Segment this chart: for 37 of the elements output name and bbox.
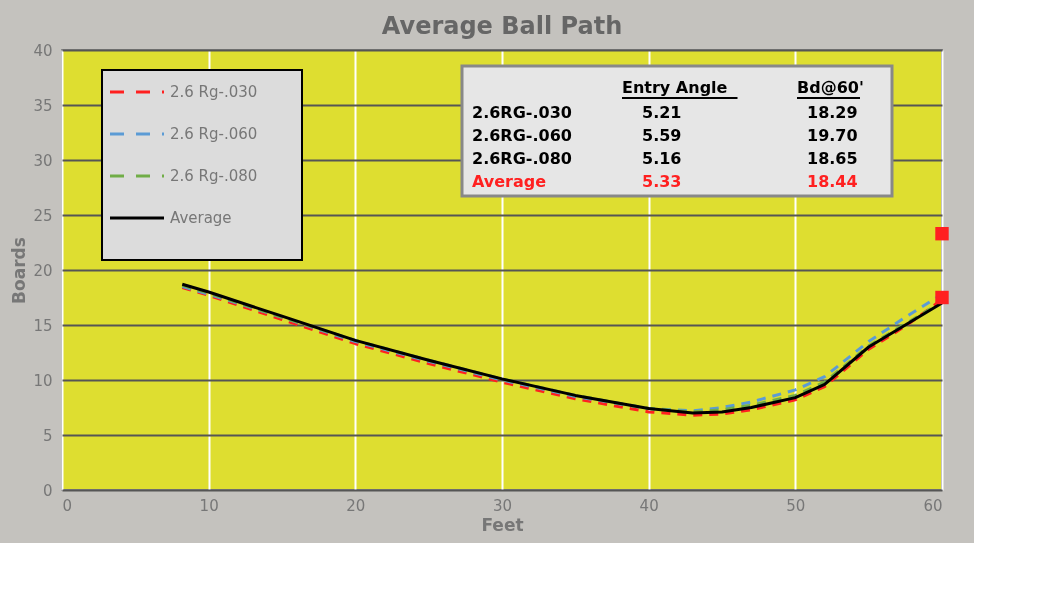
annotation: 5.33 <box>642 172 682 191</box>
x-axis-title: Feet <box>481 514 524 535</box>
y-tick-label: 35 <box>33 96 53 115</box>
annotation: Entry Angle <box>622 78 728 97</box>
x-tick-label: 0 <box>62 496 73 515</box>
annotation: Average <box>472 172 547 191</box>
y-tick-label: 10 <box>33 371 53 390</box>
annotation: 5.59 <box>642 126 682 145</box>
x-tick-label: 10 <box>199 496 219 515</box>
annotation: 19.70 <box>807 126 858 145</box>
annotation: 5.16 <box>642 149 682 168</box>
y-tick-label: 20 <box>33 261 53 280</box>
annotation: 2.6RG-.030 <box>472 103 572 122</box>
x-tick-label: 40 <box>639 496 659 515</box>
y-tick-label: 25 <box>33 206 53 225</box>
annotation: 5.21 <box>642 103 682 122</box>
y-axis-title: Boards <box>9 237 30 304</box>
annotation: 18.44 <box>807 172 858 191</box>
annotation: 18.65 <box>807 149 858 168</box>
chart-title: Average Ball Path <box>381 12 623 40</box>
y-tick-label: 0 <box>42 481 53 500</box>
x-tick-label: 20 <box>346 496 366 515</box>
legend-label: 2.6 Rg-.030 <box>170 83 258 101</box>
y-tick-label: 5 <box>42 426 53 445</box>
legend-label: 2.6 Rg-.080 <box>170 167 258 185</box>
y-tick-label: 40 <box>33 41 53 60</box>
x-tick-label: 30 <box>492 496 513 515</box>
annotation: Bd@60' <box>797 78 864 97</box>
legend-label: 2.6 Rg-.060 <box>170 125 258 143</box>
annotation: 2.6RG-.060 <box>472 126 572 145</box>
x-tick-label: 60 <box>923 496 943 515</box>
y-tick-label: 30 <box>33 151 53 170</box>
annotation: 18.29 <box>807 103 858 122</box>
legend-label: Average <box>170 209 232 227</box>
annotation: 2.6RG-.080 <box>472 149 572 168</box>
y-tick-label: 15 <box>33 316 53 335</box>
x-tick-label: 50 <box>786 496 806 515</box>
